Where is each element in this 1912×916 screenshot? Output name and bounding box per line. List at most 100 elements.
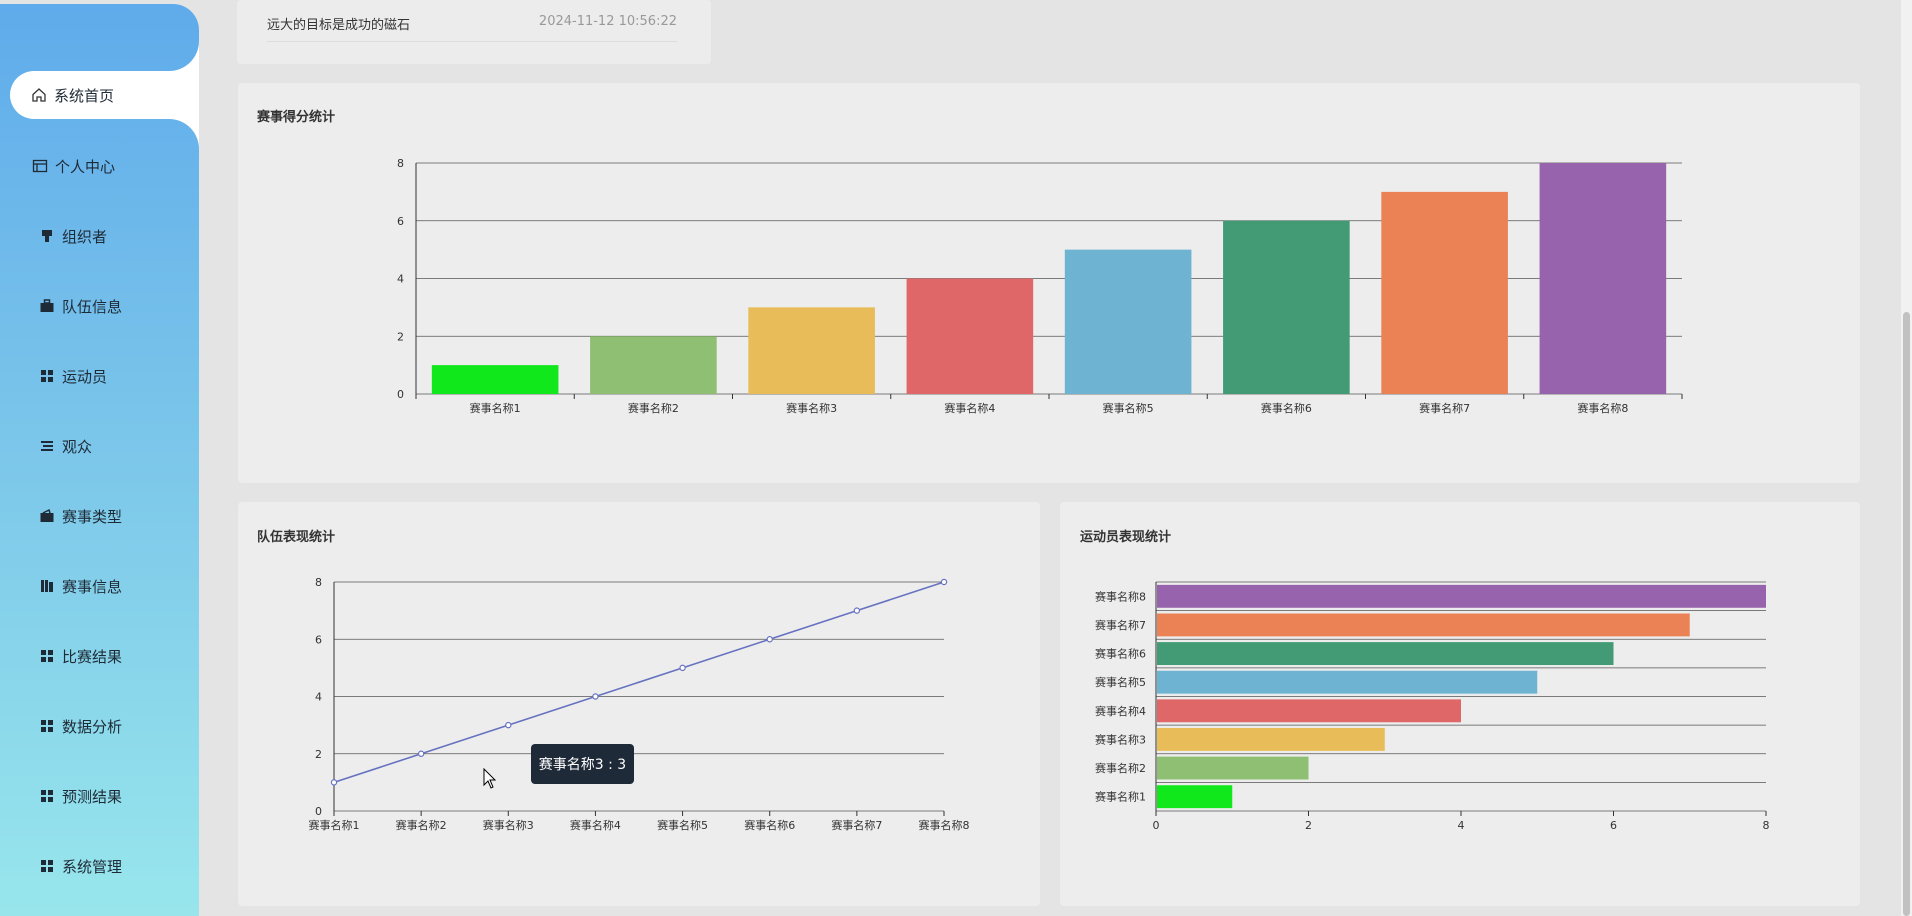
bar	[1157, 756, 1309, 780]
grid-icon	[38, 647, 56, 665]
team-line-chart: 0 2 4 6 8 赛事名称1 赛事名称2 赛事名称3 赛事名称4 赛事名称5 赛事名称6 赛事名称7…	[309, 576, 970, 832]
athlete-hbar-chart: 赛事名称1 赛事名称2 赛事名称3 赛事名称4 赛事名称5 赛事名称6 赛事名称7 赛事名称8…	[1095, 581, 1770, 832]
y-tick-label: 2	[315, 748, 322, 761]
x-tick-label: 0	[1153, 819, 1160, 832]
team-chart-card: 队伍表现统计 0 2 4 6 8 赛事名称1 赛事名称2 赛事名称3 赛事名称4 赛事名称5 赛事名…	[238, 502, 1040, 906]
y-tick-label: 6	[397, 215, 404, 228]
x-tick-label: 赛事名称3	[786, 401, 837, 415]
y-tick-label: 赛事名称4	[1095, 704, 1146, 718]
x-tick-label: 8	[1763, 819, 1770, 832]
data-point	[330, 779, 338, 786]
bar	[1381, 191, 1508, 394]
y-tick-label: 0	[397, 388, 404, 401]
score-chart-card: 赛事得分统计 0 2 4 6 8 赛事名称1 赛事名称2 赛事名称3 赛事名称4 赛事名称5 赛事名…	[238, 83, 1860, 483]
grid-icon	[38, 787, 56, 805]
x-tick-label: 6	[1610, 819, 1617, 832]
series-line	[333, 581, 945, 784]
x-tick-label: 赛事名称6	[744, 818, 795, 832]
y-tick-label: 赛事名称6	[1095, 647, 1146, 661]
sidebar-item-event-type[interactable]: 赛事类型	[0, 492, 199, 540]
home-icon	[30, 86, 48, 104]
sidebar: 系统首页 个人中心 组织者 队伍信息 运动员 观众	[0, 4, 199, 916]
x-tick-label: 赛事名称7	[1419, 401, 1470, 415]
grid-icon	[38, 717, 56, 735]
sidebar-item-system[interactable]: 系统管理	[0, 842, 199, 890]
x-tick-label: 赛事名称8	[919, 818, 970, 832]
sidebar-item-profile[interactable]: 个人中心	[0, 142, 199, 190]
x-tick-label: 2	[1305, 819, 1312, 832]
mouse-cursor-icon	[483, 768, 497, 789]
y-tick-label: 赛事名称5	[1095, 675, 1146, 689]
team-chart-title: 队伍表现统计	[257, 530, 336, 545]
x-tick-label: 赛事名称3	[483, 818, 534, 832]
bar	[1157, 727, 1385, 751]
athlete-chart-card: 运动员表现统计 赛事名称1 赛事名称2 赛事名称3 赛事名称4 赛事名称5 赛事名称6 赛事…	[1060, 502, 1860, 906]
x-tick-label: 赛事名称1	[470, 401, 521, 415]
book-icon	[38, 577, 56, 595]
bar	[1157, 642, 1614, 666]
y-tick-label: 赛事名称7	[1095, 618, 1146, 632]
x-tick-label: 赛事名称4	[570, 818, 621, 832]
notice-time: 2024-11-12 10:56:22	[538, 14, 677, 29]
x-tick-label: 赛事名称6	[1261, 401, 1312, 415]
grid-icon	[38, 857, 56, 875]
sidebar-item-label: 系统管理	[62, 857, 123, 876]
sidebar-item-data-analysis[interactable]: 数据分析	[0, 702, 199, 750]
data-point	[766, 636, 773, 643]
bar	[1157, 699, 1461, 723]
id-card-icon	[31, 157, 49, 175]
bar	[748, 307, 875, 394]
sidebar-item-label: 赛事信息	[62, 577, 123, 596]
sidebar-item-label: 个人中心	[55, 157, 116, 176]
sidebar-item-audience[interactable]: 观众	[0, 422, 199, 470]
x-tick-label: 4	[1458, 819, 1465, 832]
x-tick-label: 赛事名称5	[657, 818, 708, 832]
grid-icon	[38, 367, 56, 385]
sidebar-item-label: 系统首页	[54, 86, 115, 105]
bar	[1157, 785, 1233, 809]
y-tick-label: 8	[315, 576, 322, 589]
y-tick-label: 0	[315, 805, 322, 818]
y-tick-label: 赛事名称8	[1095, 589, 1146, 603]
bar	[1157, 613, 1690, 637]
sidebar-item-label: 比赛结果	[62, 647, 123, 666]
bar	[1064, 249, 1192, 394]
notice-title: 远大的目标是成功的磁石	[267, 18, 411, 33]
bar	[1157, 670, 1538, 694]
y-tick-label: 赛事名称1	[1095, 790, 1146, 804]
page-scrollbar[interactable]	[1901, 0, 1912, 916]
y-tick-label: 4	[315, 691, 322, 704]
athlete-chart-title: 运动员表现统计	[1080, 530, 1172, 545]
sidebar-item-prediction[interactable]: 预测结果	[0, 772, 199, 820]
score-chart-title: 赛事得分统计	[257, 110, 336, 125]
data-point	[940, 578, 948, 586]
score-bar-chart: 0 2 4 6 8 赛事名称1 赛事名称2 赛事名称3 赛事名称4 赛事名称5 赛事名称6 赛事名称7…	[397, 157, 1683, 415]
bar	[1223, 220, 1350, 394]
x-tick-label: 赛事名称8	[1577, 401, 1628, 415]
sidebar-item-match-result[interactable]: 比赛结果	[0, 632, 199, 680]
y-tick-label: 6	[315, 633, 322, 646]
sidebar-item-event-info[interactable]: 赛事信息	[0, 562, 199, 610]
sidebar-item-athlete[interactable]: 运动员	[0, 352, 199, 400]
x-tick-label: 赛事名称5	[1103, 401, 1154, 415]
notice-card: 远大的目标是成功的磁石 2024-11-12 10:56:22	[237, 0, 711, 64]
bar	[431, 365, 559, 394]
bar	[906, 278, 1034, 394]
sidebar-item-label: 队伍信息	[62, 297, 123, 316]
sidebar-item-home[interactable]: 系统首页	[10, 71, 199, 119]
data-point	[505, 721, 512, 729]
bar	[590, 336, 717, 394]
sidebar-item-team[interactable]: 队伍信息	[0, 282, 199, 330]
x-tick-label: 赛事名称1	[309, 818, 360, 832]
notice-item[interactable]: 远大的目标是成功的磁石 2024-11-12 10:56:22	[267, 14, 677, 42]
y-tick-label: 赛事名称3	[1095, 732, 1146, 746]
x-tick-label: 赛事名称2	[628, 401, 679, 415]
data-point	[417, 750, 425, 757]
x-tick-label: 赛事名称7	[831, 818, 882, 832]
sidebar-item-label: 运动员	[62, 367, 108, 386]
wallet-icon	[38, 507, 56, 525]
sidebar-item-label: 组织者	[62, 227, 108, 246]
scrollbar-thumb[interactable]	[1903, 312, 1910, 916]
sidebar-item-organizer[interactable]: 组织者	[0, 212, 199, 260]
sidebar-item-label: 数据分析	[62, 717, 123, 736]
